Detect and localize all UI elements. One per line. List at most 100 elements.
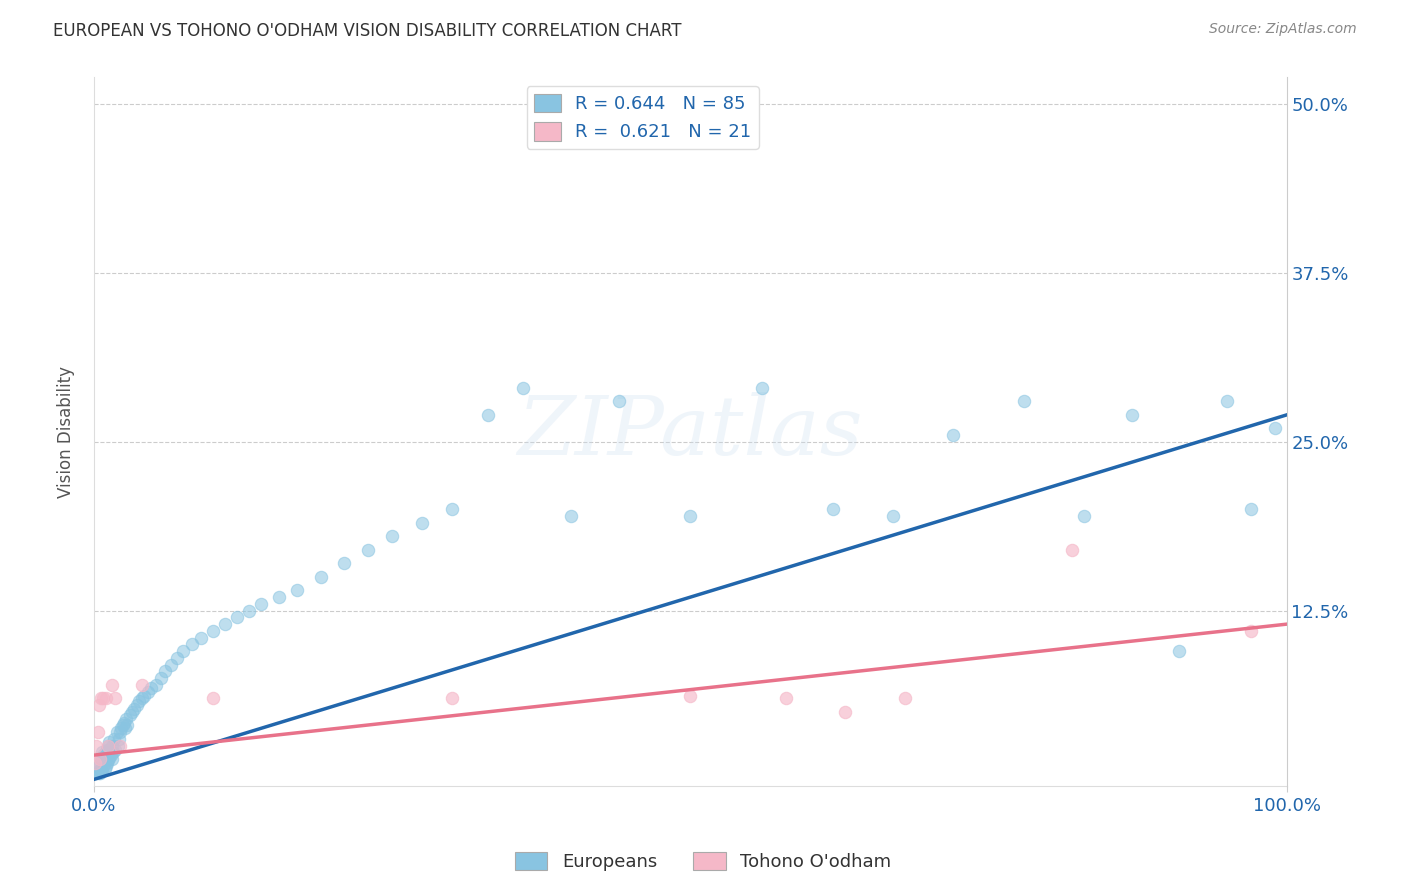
Point — [823, 502, 845, 516]
Point — [882, 509, 904, 524]
Point — [98, 734, 121, 748]
Point — [98, 751, 121, 765]
Point — [104, 742, 127, 756]
Point — [1060, 542, 1083, 557]
Point — [1240, 624, 1263, 638]
Point — [110, 721, 132, 735]
Point — [679, 689, 702, 703]
Point — [125, 698, 148, 713]
Point — [93, 751, 115, 765]
Point — [108, 739, 131, 753]
Point — [124, 702, 146, 716]
Point — [128, 694, 150, 708]
Point — [91, 754, 114, 768]
Point — [136, 684, 159, 698]
Point — [214, 617, 236, 632]
Point — [267, 590, 290, 604]
Point — [104, 691, 127, 706]
Point — [285, 583, 308, 598]
Point — [149, 671, 172, 685]
Point — [333, 557, 356, 571]
Point — [1264, 421, 1286, 435]
Point — [93, 691, 115, 706]
Point — [90, 752, 112, 766]
Point — [111, 718, 134, 732]
Y-axis label: Vision Disability: Vision Disability — [58, 366, 75, 498]
Point — [477, 408, 499, 422]
Point — [131, 678, 153, 692]
Point — [1121, 408, 1143, 422]
Point — [309, 570, 332, 584]
Point — [1216, 394, 1239, 409]
Point — [357, 542, 380, 557]
Point — [440, 502, 463, 516]
Point — [226, 610, 249, 624]
Point — [93, 748, 115, 763]
Text: EUROPEAN VS TOHONO O'ODHAM VISION DISABILITY CORRELATION CHART: EUROPEAN VS TOHONO O'ODHAM VISION DISABI… — [53, 22, 682, 40]
Point — [894, 691, 917, 706]
Point — [141, 681, 163, 695]
Point — [607, 394, 630, 409]
Point — [679, 509, 702, 524]
Point — [512, 381, 534, 395]
Point — [1240, 502, 1263, 516]
Point — [97, 739, 120, 753]
Point — [97, 754, 120, 768]
Point — [202, 624, 225, 638]
Point — [132, 689, 155, 703]
Point — [91, 764, 114, 779]
Point — [96, 756, 118, 771]
Point — [172, 644, 194, 658]
Point — [94, 691, 117, 706]
Point — [97, 739, 120, 753]
Point — [118, 707, 141, 722]
Point — [121, 705, 143, 719]
Point — [103, 731, 125, 746]
Point — [93, 759, 115, 773]
Point — [84, 756, 107, 771]
Legend: Europeans, Tohono O'odham: Europeans, Tohono O'odham — [508, 845, 898, 879]
Point — [105, 725, 128, 739]
Point — [101, 678, 124, 692]
Point — [131, 691, 153, 706]
Legend: R = 0.644   N = 85, R =  0.621   N = 21: R = 0.644 N = 85, R = 0.621 N = 21 — [526, 87, 759, 149]
Point — [101, 745, 124, 759]
Point — [87, 765, 110, 780]
Point — [145, 678, 167, 692]
Point — [1168, 644, 1191, 658]
Point — [1073, 509, 1095, 524]
Point — [91, 745, 114, 759]
Point — [108, 731, 131, 746]
Point — [190, 631, 212, 645]
Point — [775, 691, 797, 706]
Point — [90, 763, 112, 777]
Point — [1012, 394, 1035, 409]
Point — [86, 739, 108, 753]
Point — [180, 637, 202, 651]
Text: Source: ZipAtlas.com: Source: ZipAtlas.com — [1209, 22, 1357, 37]
Point — [107, 739, 129, 753]
Point — [238, 604, 260, 618]
Point — [560, 509, 582, 524]
Point — [411, 516, 433, 530]
Point — [87, 698, 110, 713]
Point — [94, 759, 117, 773]
Point — [202, 691, 225, 706]
Point — [108, 725, 131, 739]
Point — [155, 665, 177, 679]
Point — [160, 657, 183, 672]
Point — [96, 742, 118, 756]
Point — [250, 597, 273, 611]
Text: ZIPatlas: ZIPatlas — [517, 392, 863, 472]
Point — [834, 705, 856, 719]
Point — [87, 759, 110, 773]
Point — [112, 715, 135, 730]
Point — [101, 739, 124, 753]
Point — [751, 381, 773, 395]
Point — [86, 764, 108, 779]
Point — [166, 651, 188, 665]
Point — [440, 691, 463, 706]
Point — [89, 756, 111, 771]
Point — [117, 718, 139, 732]
Point — [94, 745, 117, 759]
